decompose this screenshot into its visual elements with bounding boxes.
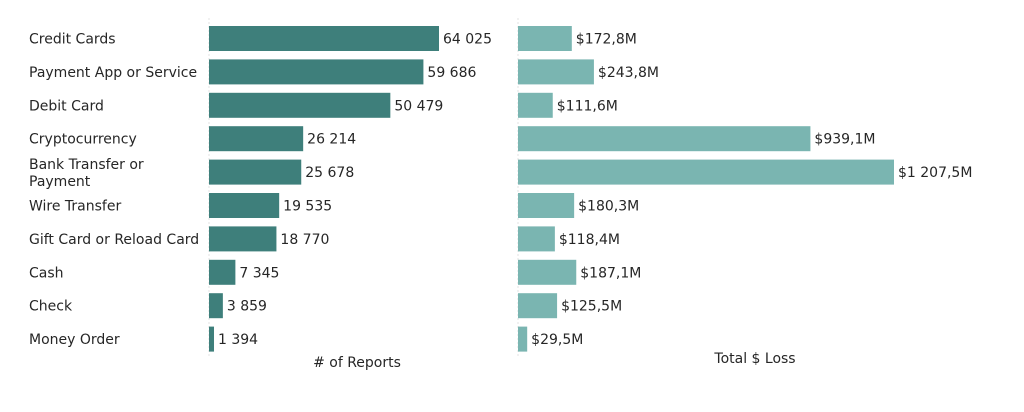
- reports-value-label: 26 214: [307, 132, 356, 148]
- reports-panel: 64 025 59 686 50 479 26 214 25 678 19 535 18 7…: [29, 18, 492, 356]
- loss-value-label: $118,4M: [559, 232, 620, 248]
- loss-value-label: $111,6M: [557, 98, 618, 114]
- reports-bar: [209, 259, 236, 285]
- loss-bar: [518, 226, 555, 252]
- reports-value-label: 1 394: [218, 332, 258, 348]
- loss-value-label: $29,5M: [531, 332, 583, 348]
- loss-bar: [518, 293, 558, 319]
- loss-value-label: $125,5M: [561, 299, 622, 315]
- category-label: Bank Transfer or Payment: [29, 157, 144, 190]
- loss-bar: [518, 92, 553, 118]
- reports-value-label: 18 770: [280, 232, 329, 248]
- category-label: Gift Card or Reload Card: [29, 232, 199, 248]
- reports-bar: [209, 126, 304, 152]
- reports-value-label: 19 535: [283, 199, 332, 215]
- category-label: Check: [29, 299, 73, 315]
- category-label-line: Payment: [29, 174, 91, 190]
- reports-value-label: 7 345: [239, 265, 279, 281]
- reports-bar: [209, 92, 391, 118]
- loss-bar: [518, 26, 572, 51]
- reports-bar: [209, 293, 223, 319]
- loss-bar: [518, 126, 811, 152]
- reports-value-label: 64 025: [443, 32, 492, 48]
- loss-value-label: $180,3M: [578, 199, 639, 215]
- category-label-line: Bank Transfer or: [29, 157, 144, 173]
- category-label: Payment App or Service: [29, 65, 197, 81]
- reports-bar: [209, 159, 302, 185]
- reports-value-label: 3 859: [227, 299, 267, 315]
- category-label: Cash: [29, 265, 64, 281]
- category-label: Credit Cards: [29, 32, 116, 48]
- loss-bar: [518, 159, 894, 185]
- category-label: Wire Transfer: [29, 199, 121, 215]
- reports-value-label: 59 686: [427, 65, 476, 81]
- reports-axis-label: # of Reports: [313, 355, 401, 371]
- reports-value-label: 25 678: [305, 165, 354, 181]
- loss-value-label: $243,8M: [598, 65, 659, 81]
- reports-bar: [209, 26, 439, 51]
- loss-bar: [518, 193, 575, 218]
- category-label: Cryptocurrency: [29, 132, 137, 148]
- loss-value-label: $939,1M: [814, 132, 875, 148]
- loss-bar: [518, 59, 594, 85]
- loss-panel: $172,8M $243,8M $111,6M $939,1M $1 207,5M $18…: [517, 18, 972, 356]
- reports-bar: [209, 193, 280, 218]
- category-label: Money Order: [29, 332, 120, 348]
- loss-axis-label: Total $ Loss: [713, 351, 795, 367]
- reports-value-label: 50 479: [394, 98, 443, 114]
- loss-value-label: $1 207,5M: [898, 165, 972, 181]
- loss-value-label: $172,8M: [576, 32, 637, 48]
- category-label: Debit Card: [29, 98, 104, 114]
- reports-bar: [209, 326, 215, 352]
- loss-value-label: $187,1M: [580, 265, 641, 281]
- loss-bar: [518, 259, 577, 285]
- reports-bar: [209, 226, 277, 252]
- reports-bar: [209, 59, 424, 85]
- loss-bar: [518, 326, 528, 352]
